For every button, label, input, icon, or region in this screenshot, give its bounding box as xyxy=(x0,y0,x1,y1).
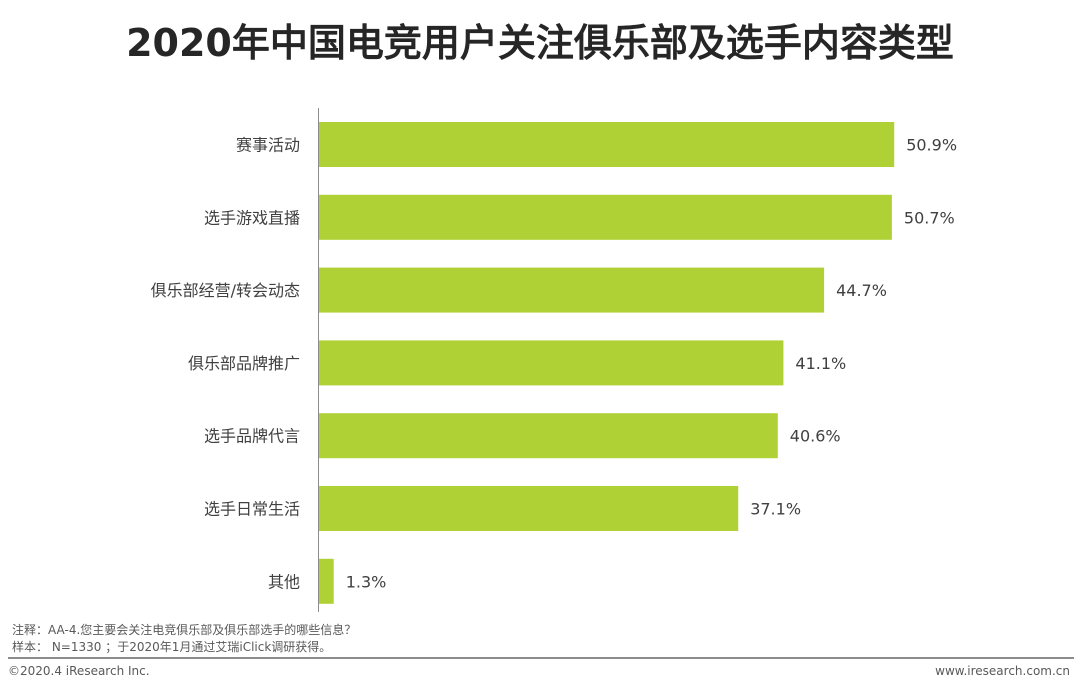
value-label: 50.9% xyxy=(906,136,957,155)
footnote-sample: 样本： N=1330 ；于2020年1月通过艾瑞iClick调研获得。 xyxy=(12,640,332,654)
value-label: 1.3% xyxy=(346,572,387,591)
value-label: 41.1% xyxy=(795,354,846,373)
category-label: 赛事活动 xyxy=(236,136,300,155)
category-label: 选手品牌代言 xyxy=(204,427,300,446)
bar-1 xyxy=(319,122,895,167)
category-label: 其他 xyxy=(268,572,300,591)
website-link[interactable]: www.iresearch.com.cn xyxy=(935,664,1070,678)
bar-4 xyxy=(319,340,784,386)
category-label: 选手日常生活 xyxy=(204,500,300,519)
category-label: 选手游戏直播 xyxy=(204,208,300,227)
category-label: 俱乐部经营/转会动态 xyxy=(151,281,300,300)
category-label: 俱乐部品牌推广 xyxy=(188,354,300,373)
bar-6 xyxy=(319,486,739,531)
value-label: 40.6% xyxy=(790,427,841,446)
value-label: 37.1% xyxy=(750,500,801,519)
value-label: 50.7% xyxy=(904,208,955,227)
footer-divider xyxy=(8,657,1074,659)
copyright-text: ©2020.4 iResearch Inc. xyxy=(8,664,150,678)
bar-7 xyxy=(319,558,334,604)
bar-3 xyxy=(319,267,825,313)
value-label: 44.7% xyxy=(836,281,887,300)
bar-2 xyxy=(319,194,892,240)
chart-title: 2020年中国电竞用户关注俱乐部及选手内容类型 xyxy=(126,21,954,65)
bar-chart: 赛事活动 50.9% 选手游戏直播 50.7% 俱乐部经营/转会动态 44.7% 俱乐部品牌… xyxy=(151,108,957,612)
footnote-question: 注释：AA-4.您主要会关注电竞俱乐部及俱乐部选手的哪些信息？ xyxy=(12,623,357,637)
bar-5 xyxy=(319,413,778,459)
